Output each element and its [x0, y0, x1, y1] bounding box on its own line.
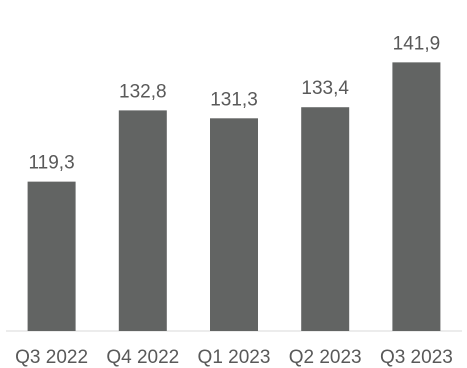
- x-tick-label: Q1 2023: [198, 347, 271, 368]
- value-labels-group: 119,3 132,8 131,3 133,4 141,9: [29, 33, 441, 173]
- x-tick-label: Q4 2022: [106, 347, 179, 368]
- value-label: 132,8: [119, 81, 167, 102]
- x-tick-label: Q3 2022: [15, 347, 88, 368]
- value-label: 141,9: [393, 33, 441, 54]
- bars-group: [27, 62, 441, 331]
- bar-q3-2023: [392, 62, 441, 331]
- x-tick-label: Q3 2023: [380, 347, 453, 368]
- x-tick-label: Q2 2023: [289, 347, 362, 368]
- value-label: 133,4: [301, 78, 349, 99]
- bar-q1-2023: [210, 118, 258, 331]
- value-label: 131,3: [210, 89, 258, 110]
- x-tick-labels-group: Q3 2022 Q4 2022 Q1 2023 Q2 2023 Q3 2023: [15, 347, 453, 368]
- bar-q4-2022: [118, 110, 167, 331]
- bar-q2-2023: [301, 107, 350, 331]
- bar-q3-2022: [27, 181, 76, 331]
- value-label: 119,3: [29, 153, 75, 174]
